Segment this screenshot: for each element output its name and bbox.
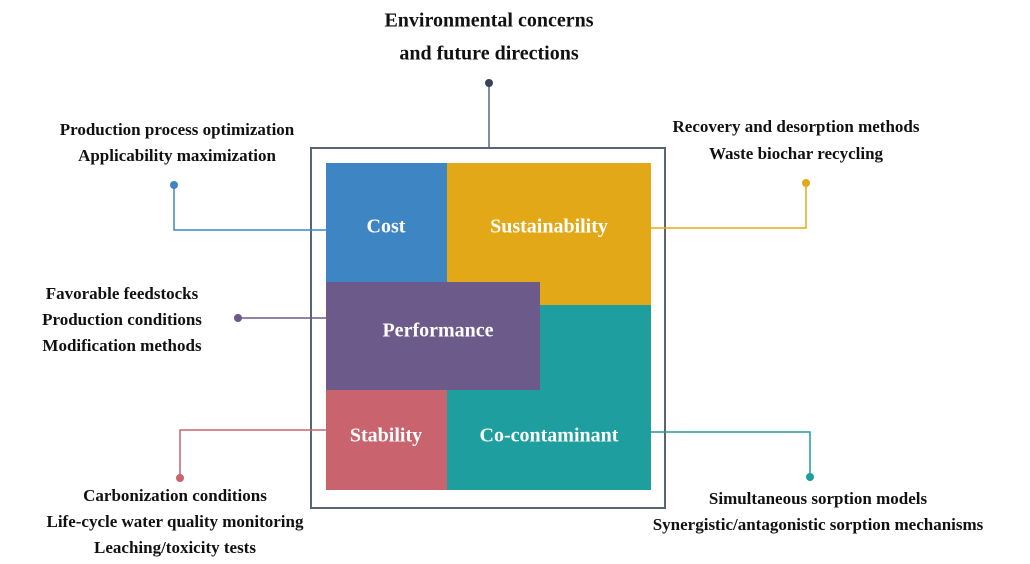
note: Production conditions bbox=[42, 310, 202, 329]
connectors bbox=[173, 83, 811, 478]
block-label: Stability bbox=[350, 425, 422, 447]
header-line: and future directions bbox=[399, 43, 578, 65]
performance-block bbox=[326, 282, 540, 390]
note: Applicability maximization bbox=[78, 146, 276, 165]
stability-block bbox=[326, 390, 447, 490]
note: Simultaneous sorption models bbox=[709, 489, 928, 508]
note: Recovery and desorption methods bbox=[673, 117, 920, 136]
note: Modification methods bbox=[42, 336, 202, 355]
block-label: Cost bbox=[367, 216, 406, 238]
cost-block bbox=[326, 163, 447, 283]
note: Carbonization conditions bbox=[83, 486, 267, 505]
note: Leaching/toxicity tests bbox=[94, 538, 256, 557]
note: Life-cycle water quality monitoring bbox=[46, 512, 304, 531]
note: Synergistic/antagonistic sorption mechan… bbox=[653, 515, 984, 534]
block-label: Co-contaminant bbox=[480, 425, 619, 447]
dots bbox=[170, 79, 814, 482]
note: Waste biochar recycling bbox=[709, 144, 884, 163]
block-label: Performance bbox=[382, 320, 493, 342]
frame bbox=[310, 147, 666, 509]
note: Favorable feedstocks bbox=[46, 284, 199, 303]
block-label: Sustainability bbox=[490, 216, 608, 238]
note: Production process optimization bbox=[60, 120, 295, 139]
header-line: Environmental concerns bbox=[384, 10, 593, 32]
sustainability-block bbox=[447, 163, 651, 305]
